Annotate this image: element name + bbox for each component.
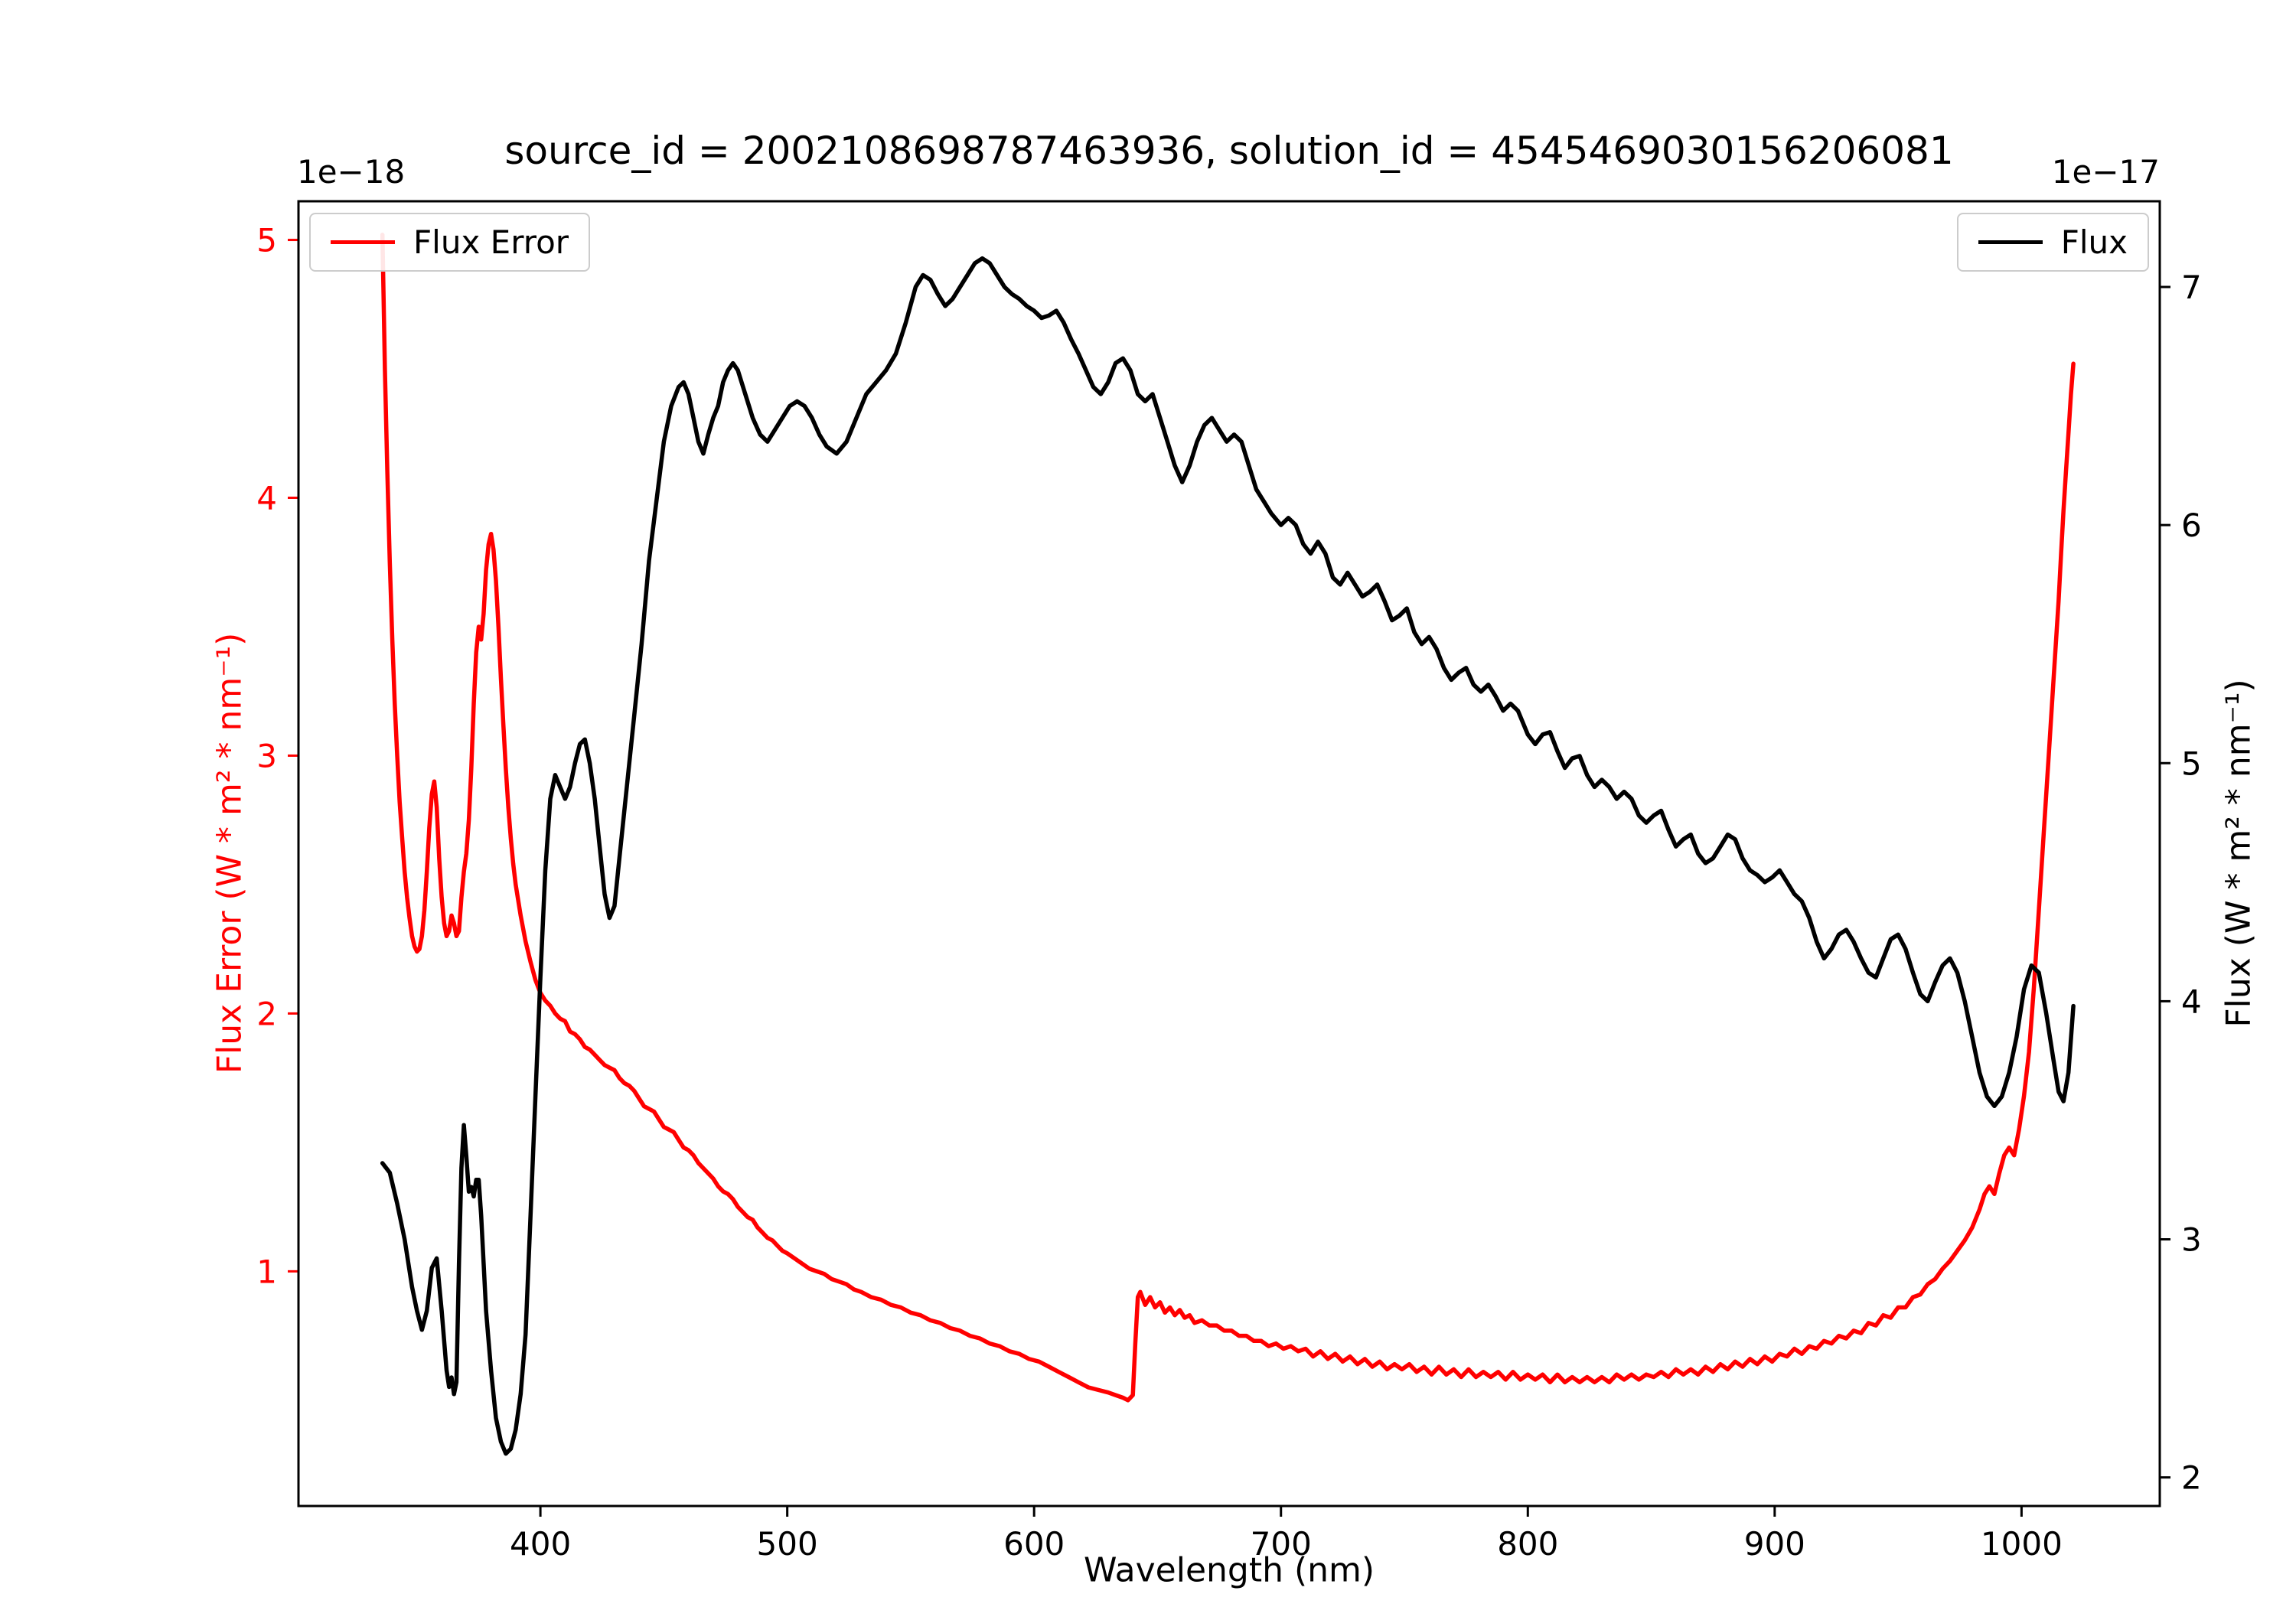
x-tick-label: 900 bbox=[1744, 1525, 1805, 1563]
series-line-flux-error bbox=[380, 233, 2076, 1403]
right-y-tick-label: 2 bbox=[2181, 1459, 2202, 1497]
left-y-tick-label: 1 bbox=[256, 1253, 277, 1290]
right-y-tick-label: 5 bbox=[2181, 745, 2202, 782]
series-line-flux bbox=[380, 256, 2076, 1456]
x-tick-label: 1000 bbox=[1981, 1525, 2063, 1563]
left-y-tick-label: 4 bbox=[256, 480, 277, 517]
x-tick-label: 800 bbox=[1497, 1525, 1558, 1563]
x-tick-label: 600 bbox=[1003, 1525, 1065, 1563]
flux-error-legend-line bbox=[331, 240, 395, 244]
left-y-tick-label: 2 bbox=[256, 995, 277, 1032]
left-axis-offset-text: 1e−18 bbox=[297, 153, 406, 191]
right-y-tick-label: 4 bbox=[2181, 983, 2202, 1020]
x-axis-label: Wavelength (nm) bbox=[1083, 1550, 1375, 1590]
left-y-tick-label: 5 bbox=[256, 222, 277, 259]
axes-frame bbox=[297, 200, 2161, 1508]
legend-flux: Flux bbox=[1956, 213, 2149, 272]
legend-flux-error: Flux Error bbox=[309, 213, 591, 272]
flux-legend-label: Flux bbox=[2060, 223, 2128, 261]
right-y-tick-label: 3 bbox=[2181, 1221, 2202, 1259]
left-y-tick-label: 3 bbox=[256, 737, 277, 774]
right-y-tick-label: 7 bbox=[2181, 269, 2202, 306]
flux-legend-line bbox=[1978, 240, 2043, 244]
right-y-tick-label: 6 bbox=[2181, 507, 2202, 544]
chart-title: source_id = 2002108698787463936, solutio… bbox=[504, 129, 1954, 173]
x-tick-label: 500 bbox=[757, 1525, 818, 1563]
x-tick-label: 400 bbox=[510, 1525, 571, 1563]
flux-error-legend-label: Flux Error bbox=[413, 223, 569, 261]
right-axis-offset-text: 1e−17 bbox=[2051, 153, 2160, 191]
x-tick-label: 700 bbox=[1251, 1525, 1312, 1563]
